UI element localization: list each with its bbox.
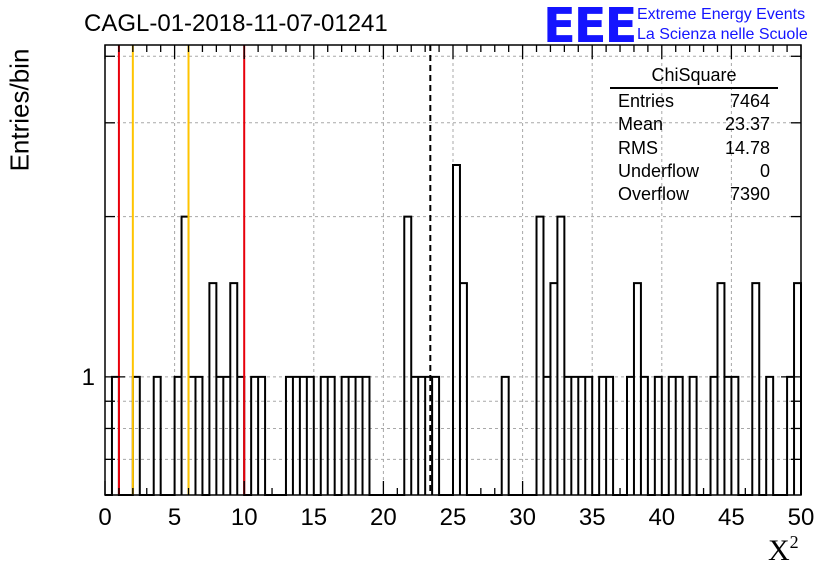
x-tick-label: 0 [98, 504, 111, 531]
histogram-bin [321, 377, 328, 495]
logo-line-2: La Scienza nelle Scuole [637, 26, 808, 43]
histogram-bin [502, 377, 509, 495]
histogram-bin [752, 283, 759, 495]
histogram-bin [543, 377, 550, 495]
histogram-bin [717, 283, 724, 495]
x-tick-label: 35 [579, 504, 606, 531]
histogram-bin [349, 377, 356, 495]
x-tick-label: 5 [168, 504, 181, 531]
histogram-bin [724, 377, 731, 495]
histogram-bin [112, 377, 119, 495]
histogram-bin [216, 377, 223, 495]
histogram-bin [258, 377, 265, 495]
x-tick-label: 50 [788, 504, 815, 531]
histogram-bin [189, 377, 196, 495]
histogram-bin [606, 377, 613, 495]
x-tick-label: 25 [440, 504, 467, 531]
stats-label: Overflow [618, 184, 690, 205]
histogram-bin [411, 377, 418, 495]
histogram-bin [307, 377, 314, 495]
histogram-bin [251, 377, 258, 495]
stats-label: Underflow [618, 160, 700, 181]
histogram-bin [599, 377, 606, 495]
x-tick-label: 15 [300, 504, 327, 531]
histogram-bin [564, 377, 571, 495]
histogram-bin [655, 377, 662, 495]
stats-value: 14.78 [724, 137, 770, 158]
stats-value: 23.37 [724, 114, 770, 135]
logo-mark: EEE [543, 0, 637, 54]
stats-label: Mean [618, 114, 664, 135]
chart-title: CAGL-01-2018-11-07-01241 [84, 10, 388, 37]
histogram-bin [634, 283, 641, 495]
histogram-bin [286, 377, 293, 495]
logo-line-1: Extreme Energy Events [637, 6, 806, 23]
histogram-bin [571, 377, 578, 495]
histogram-bin [537, 217, 544, 495]
histogram-bin [585, 377, 592, 495]
histogram-bin [766, 377, 773, 495]
x-tick-label: 20 [370, 504, 397, 531]
stats-label: Entries [618, 91, 675, 111]
histogram-bin [342, 377, 349, 495]
histogram-bin [182, 217, 189, 495]
histogram-bin [731, 377, 738, 495]
histogram-bin [550, 283, 557, 495]
histogram-bin [300, 377, 307, 495]
x-tick-label: 30 [509, 504, 536, 531]
stats-value: 0 [759, 160, 770, 181]
histogram-bin [711, 377, 718, 495]
histogram-bin [418, 377, 425, 495]
histogram-bin [363, 377, 370, 495]
histogram-bin [453, 165, 460, 495]
x-tick-label: 40 [648, 504, 675, 531]
stats-value: 7390 [729, 184, 770, 205]
stats-row-underflow: Underflow 0 [610, 160, 778, 183]
x-tick-label: 45 [718, 504, 745, 531]
histogram-bin [223, 377, 230, 495]
histogram-bin [328, 377, 335, 495]
y-tick-label: 1 [82, 364, 95, 391]
histogram-bin [230, 283, 237, 495]
histogram-bin [578, 377, 585, 495]
histogram-bin [175, 377, 182, 495]
histogram-bin [195, 377, 202, 495]
histogram-bin [154, 377, 161, 495]
histogram-bin [690, 377, 697, 495]
x-tick-label: 10 [231, 504, 258, 531]
histogram-bin [676, 377, 683, 495]
histogram-bin [356, 377, 363, 495]
histogram-bin [293, 377, 300, 495]
stats-value: 7464 [729, 91, 770, 111]
histogram-bin [627, 377, 634, 495]
histogram-bin [557, 217, 564, 495]
histogram-bin [432, 377, 439, 495]
histogram-outline [105, 163, 802, 496]
histogram-bin [237, 377, 244, 495]
histogram-bin [133, 377, 140, 495]
stats-row-rms: RMS 14.78 [610, 137, 778, 160]
stats-row-overflow: Overflow 7390 [610, 183, 778, 206]
stats-title: ChiSquare [610, 65, 778, 89]
histogram-bin [794, 283, 801, 495]
histogram-bin [460, 283, 467, 495]
stats-label: RMS [618, 137, 658, 158]
histogram-bin [787, 377, 794, 495]
stats-box: ChiSquare Entries 7464 Mean 23.37 RMS 14… [610, 65, 778, 206]
stats-row-entries: Entries 7464 [610, 90, 778, 113]
stats-row-mean: Mean 23.37 [610, 113, 778, 136]
x-axis-label: X2 [768, 532, 799, 567]
y-axis-label: Entries/bin [4, 48, 35, 172]
histogram-bin [209, 283, 216, 495]
histogram-bin [669, 377, 676, 495]
histogram-bin [404, 217, 411, 495]
histogram-bin [641, 377, 648, 495]
